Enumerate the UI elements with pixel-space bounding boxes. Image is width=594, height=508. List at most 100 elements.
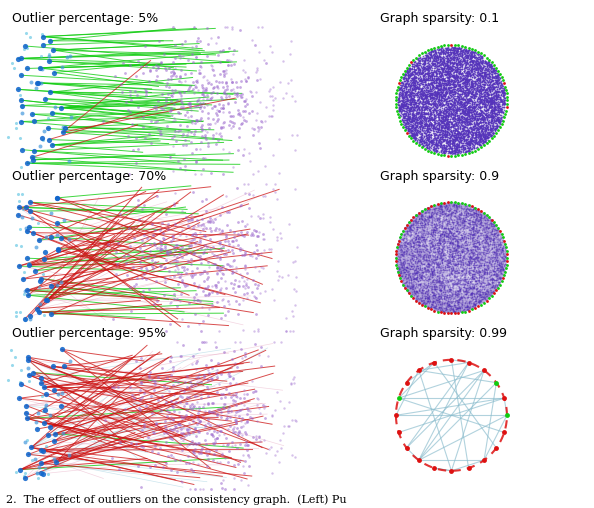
Point (225, 262, 235, 270)
Point (402, 92, 411, 100)
Point (459, 288, 469, 296)
Point (476, 261, 485, 269)
Point (486, 73, 496, 81)
Point (467, 106, 476, 114)
Point (436, 294, 446, 302)
Point (464, 46, 473, 54)
Point (451, 280, 460, 289)
Point (484, 273, 494, 281)
Point (404, 75, 413, 83)
Point (424, 100, 433, 108)
Point (434, 109, 444, 117)
Point (436, 97, 446, 105)
Point (11, 124, 20, 132)
Point (492, 93, 501, 102)
Point (399, 107, 409, 115)
Point (485, 234, 494, 242)
Point (469, 65, 479, 73)
Point (460, 107, 469, 115)
Point (450, 209, 459, 217)
Point (484, 131, 494, 139)
Point (452, 129, 462, 137)
Point (410, 245, 420, 253)
Point (240, 189, 249, 197)
Point (394, 85, 404, 93)
Point (434, 130, 444, 138)
Point (433, 94, 443, 103)
Point (437, 224, 447, 232)
Point (487, 227, 497, 235)
Point (415, 251, 424, 259)
Point (440, 49, 450, 57)
Point (475, 282, 485, 290)
Point (470, 103, 480, 111)
Point (456, 272, 465, 280)
Point (479, 114, 488, 122)
Point (443, 297, 453, 305)
Point (146, 239, 155, 247)
Point (472, 267, 481, 275)
Point (467, 234, 476, 242)
Point (438, 271, 447, 279)
Point (473, 115, 483, 123)
Point (467, 247, 477, 255)
Point (500, 257, 510, 265)
Point (469, 99, 478, 107)
Point (438, 57, 447, 65)
Point (194, 281, 204, 289)
Point (396, 81, 405, 89)
Point (403, 125, 413, 133)
Point (462, 264, 472, 272)
Point (447, 202, 457, 210)
Point (434, 238, 444, 246)
Point (407, 129, 417, 137)
Point (422, 219, 432, 227)
Point (464, 264, 473, 272)
Point (468, 212, 478, 220)
Point (431, 147, 441, 155)
Point (412, 259, 422, 267)
Point (189, 222, 199, 230)
Point (429, 76, 438, 84)
Point (463, 98, 473, 106)
Point (451, 53, 461, 61)
Point (442, 98, 451, 106)
Point (500, 89, 510, 98)
Point (451, 110, 460, 118)
Point (463, 111, 472, 119)
Point (448, 142, 458, 150)
Point (33, 473, 43, 482)
Point (447, 128, 456, 136)
Point (442, 105, 451, 113)
Point (434, 295, 444, 303)
Point (486, 287, 495, 295)
Point (420, 55, 429, 63)
Point (422, 299, 431, 307)
Point (426, 258, 435, 266)
Point (488, 79, 498, 87)
Point (413, 64, 423, 72)
Point (419, 137, 428, 145)
Point (435, 264, 445, 272)
Point (424, 140, 433, 148)
Point (446, 238, 455, 246)
Point (421, 103, 431, 111)
Point (137, 205, 147, 213)
Point (448, 113, 458, 121)
Point (479, 127, 489, 135)
Point (412, 288, 421, 296)
Point (464, 88, 473, 96)
Point (461, 249, 470, 257)
Point (35, 64, 45, 72)
Point (475, 90, 485, 99)
Point (429, 65, 439, 73)
Point (194, 238, 203, 246)
Point (498, 265, 508, 273)
Point (405, 88, 415, 97)
Point (437, 124, 447, 133)
Point (484, 97, 494, 105)
Point (476, 82, 485, 90)
Point (444, 122, 454, 130)
Point (494, 116, 503, 124)
Point (419, 233, 428, 241)
